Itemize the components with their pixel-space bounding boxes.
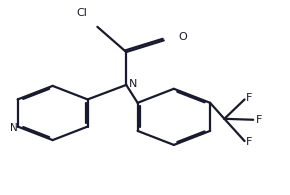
Text: F: F: [246, 137, 252, 147]
Text: O: O: [178, 32, 187, 42]
Text: F: F: [246, 93, 252, 104]
Text: Cl: Cl: [76, 8, 87, 18]
Text: F: F: [256, 115, 262, 125]
Text: N: N: [129, 79, 138, 89]
Text: N: N: [10, 122, 18, 133]
